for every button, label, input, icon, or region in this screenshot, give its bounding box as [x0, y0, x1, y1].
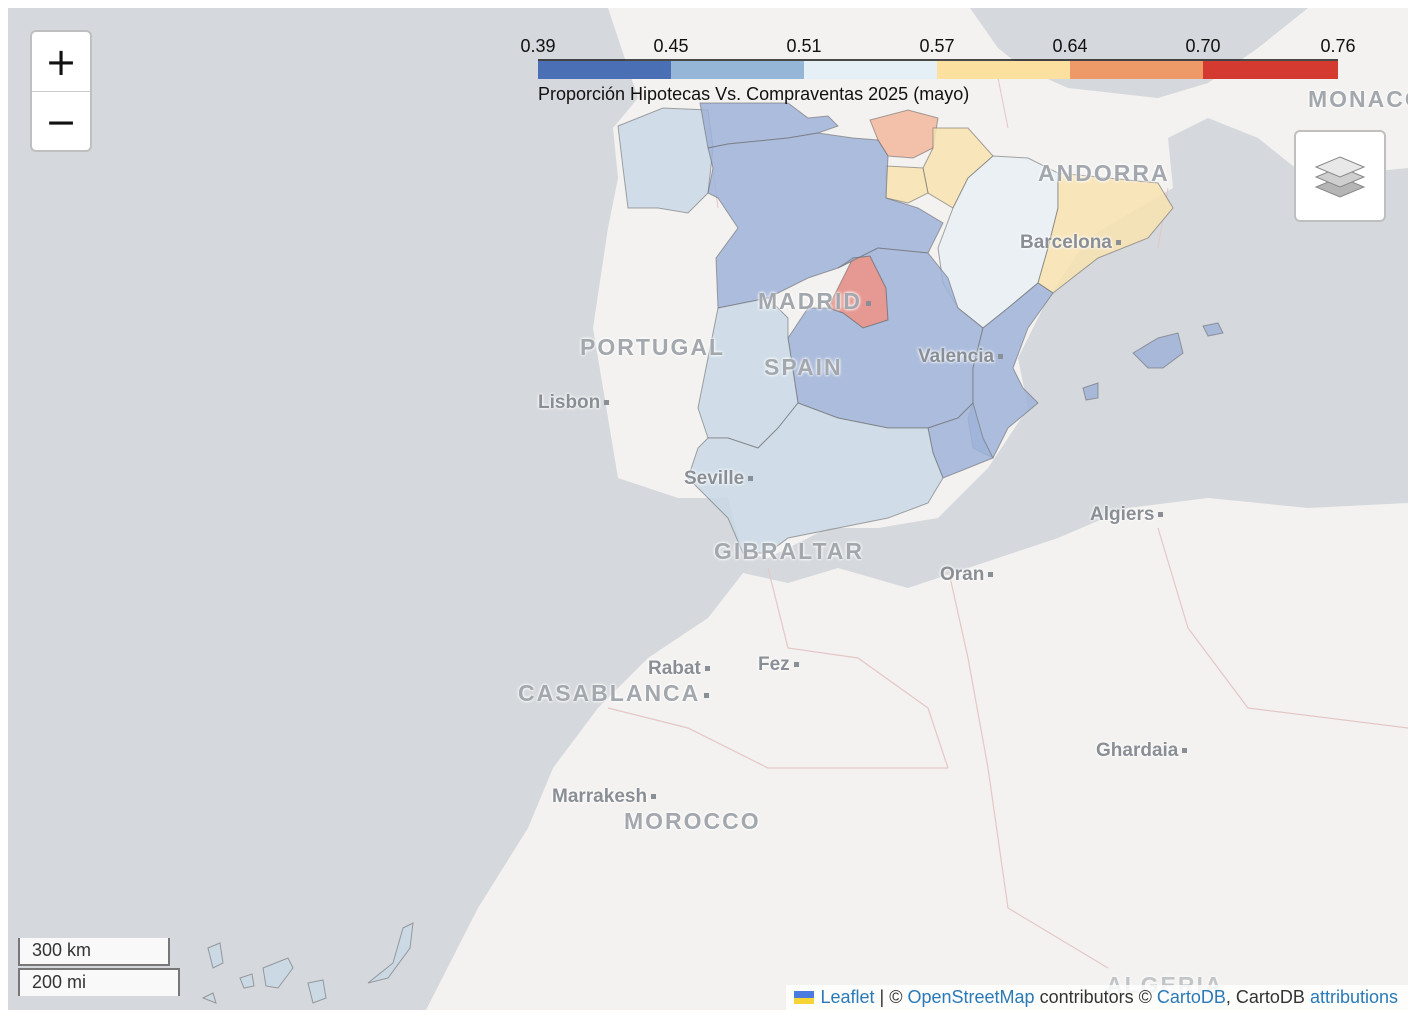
attribution-text: contributors ©: [1034, 987, 1157, 1007]
attributions-link[interactable]: attributions: [1309, 987, 1398, 1007]
city-dot-icon: [1158, 512, 1164, 517]
legend-swatch-4: [937, 61, 1070, 79]
city-dot-icon: [1115, 240, 1121, 245]
legend-tick: 0.76: [1320, 36, 1356, 56]
city-dot-icon: [748, 476, 754, 481]
legend-swatch-3: [804, 61, 937, 79]
city-dot-icon: [704, 666, 710, 671]
city-dot-icon: [604, 400, 610, 405]
label-lisbon: Lisbon: [538, 392, 610, 414]
region-baleares: [1082, 322, 1224, 401]
osm-link[interactable]: OpenStreetMap: [907, 987, 1035, 1007]
city-dot-icon: [1182, 748, 1188, 753]
city-dot-icon: [988, 572, 994, 577]
label-monaco: MONACO: [1308, 86, 1408, 112]
scale-mi: 200 mi: [18, 968, 180, 996]
legend-swatch-5: [1070, 61, 1203, 79]
label-gibraltar: GIBRALTAR: [714, 538, 865, 564]
label-marrakesh: Marrakesh: [552, 786, 657, 808]
label-seville: Seville: [684, 468, 754, 490]
label-rabat: Rabat: [648, 658, 710, 680]
color-legend: 0.39 0.45 0.51 0.57 0.64 0.70 0.76 Propo…: [516, 34, 1355, 114]
attribution: Leaflet | © OpenStreetMap contributors ©…: [786, 985, 1408, 1010]
label-spain: SPAIN: [764, 354, 843, 380]
label-portugal: PORTUGAL: [580, 334, 726, 360]
legend-tick: 0.39: [520, 36, 556, 56]
region-canarias: [201, 922, 414, 1004]
legend-tick: 0.51: [786, 36, 822, 56]
africa-land: [426, 498, 1408, 1010]
region-galicia: [617, 107, 714, 214]
region-andalucia: [687, 402, 944, 554]
label-madrid: MADRID: [758, 288, 871, 315]
label-andorra: ANDORRA: [1038, 160, 1170, 186]
cartodb-link[interactable]: CartoDB: [1156, 987, 1226, 1007]
legend-tick: 0.64: [1052, 36, 1088, 56]
legend-colorbar: [538, 59, 1338, 79]
attribution-text: | ©: [874, 987, 908, 1007]
layers-control-button[interactable]: [1294, 130, 1386, 222]
legend-swatch-1: [538, 61, 671, 79]
legend-swatch-2: [671, 61, 804, 79]
label-barcelona: Barcelona: [1020, 232, 1121, 254]
legend-tick: 0.45: [653, 36, 689, 56]
label-ghardaia: Ghardaia: [1096, 740, 1188, 762]
label-oran: Oran: [940, 564, 994, 586]
city-dot-icon: [866, 301, 871, 306]
label-valencia: Valencia: [918, 346, 1004, 368]
border-lines: [607, 527, 1408, 969]
zoom-control: + −: [30, 30, 92, 152]
label-fez: Fez: [758, 654, 799, 676]
layers-icon: [1314, 156, 1366, 198]
scale-bar: 300 km 200 mi: [18, 938, 180, 996]
zoom-out-button[interactable]: −: [45, 99, 77, 144]
zoom-in-button[interactable]: +: [32, 32, 90, 92]
map-container[interactable]: MONACO ANDORRA Barcelona MADRID PORTUGAL…: [8, 8, 1408, 1010]
city-dot-icon: [704, 693, 710, 698]
ukraine-flag-icon: [794, 991, 815, 1004]
legend-tick: 0.70: [1185, 36, 1221, 56]
scale-km: 300 km: [18, 938, 170, 966]
city-dot-icon: [651, 794, 657, 799]
label-morocco: MOROCCO: [624, 808, 761, 834]
legend-caption: Proporción Hipotecas Vs. Compraventas 20…: [538, 84, 970, 104]
label-casablanca: CASABLANCA: [518, 680, 710, 707]
label-algiers: Algiers: [1090, 504, 1164, 526]
legend-swatch-6: [1203, 61, 1338, 79]
region-cataluna: [1037, 172, 1174, 294]
city-dot-icon: [793, 662, 799, 667]
city-dot-icon: [998, 354, 1004, 359]
leaflet-link[interactable]: Leaflet: [820, 987, 875, 1007]
basemap: [201, 8, 1408, 1010]
attribution-text: , CartoDB: [1225, 987, 1310, 1007]
legend-tick: 0.57: [919, 36, 955, 56]
